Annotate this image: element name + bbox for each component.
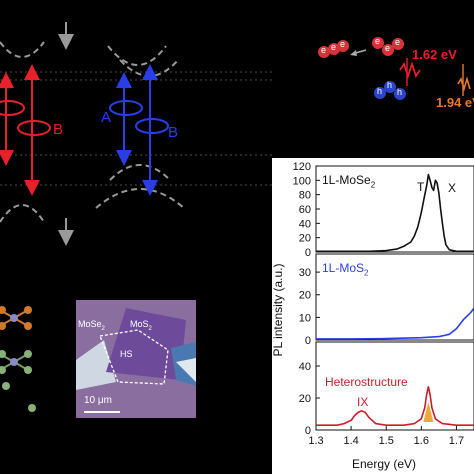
y-tick-label: 40 [299, 218, 311, 230]
micrograph-label-hs: HS [120, 349, 133, 359]
y-tick-label: 20 [299, 290, 311, 302]
mos2-atoms [0, 306, 32, 330]
middle-subplot-label: 1L-MoS2 [322, 261, 369, 278]
y-tick-label: 0 [305, 425, 311, 437]
y-tick-label: 100 [293, 175, 311, 187]
micrograph-image [76, 300, 196, 418]
energy-guide-lines [0, 71, 272, 186]
polarization-loop-red-b [17, 120, 51, 136]
emission-wave-orange-icon [457, 76, 471, 92]
electron-symbol-2: e [331, 42, 337, 52]
y-tick-label: 120 [293, 161, 311, 173]
band-diagram [0, 22, 272, 246]
electron-symbol-4: e [375, 36, 381, 46]
electron-symbol-1: e [321, 45, 327, 55]
y-tick-label: 10 [299, 312, 311, 324]
electron-symbol-3: e [340, 39, 346, 49]
bottom-subplot-label: Heterostructure [325, 375, 408, 389]
scale-bar-label: 10 μm [84, 395, 112, 406]
label-a-blue: A [101, 109, 112, 126]
exciton-schematic [318, 37, 471, 100]
y-tick-label: 0 [305, 335, 311, 347]
optical-micrograph: MoSe2 MoS2 HS 10 μm [76, 300, 196, 418]
crystal-structure [0, 306, 36, 412]
hole-symbol-3: h [397, 87, 403, 97]
mose2-atoms [0, 350, 36, 412]
pl-xlabel: Energy (eV) [352, 457, 417, 471]
electron-symbol-6: e [395, 37, 401, 47]
y-tick-label: 30 [299, 267, 311, 279]
micrograph-label-mos2: MoS2 [130, 319, 152, 332]
subplot-frame [315, 341, 474, 431]
polarization-loop-blue-a [109, 100, 143, 116]
electron-symbol-5: e [385, 43, 391, 53]
hole-symbol-2: h [387, 80, 393, 90]
pl-ylabel: PL intensity (a.u.) [271, 263, 285, 357]
label-b-blue: B [168, 124, 179, 141]
hole-symbol-1: h [377, 86, 383, 96]
x-tick-label: 1.6 [414, 435, 429, 447]
energy-label-orange: 1.94 eV [436, 95, 474, 110]
x-tick-label: 1.7 [449, 435, 464, 447]
energy-label-red: 1.62 eV [412, 47, 457, 62]
valence-band-left [0, 204, 45, 223]
electron-cluster-left [318, 40, 349, 58]
series-line-3 [316, 385, 474, 427]
hole-cluster [374, 81, 406, 100]
label-b-red: B [53, 121, 64, 138]
micrograph-label-mose2: MoSe2 [78, 319, 105, 332]
electron-cluster-right [372, 37, 404, 56]
series-line-1 [316, 173, 474, 253]
polarization-loop-red-a [0, 100, 25, 116]
peak-label-ix: IX [357, 395, 369, 409]
x-tick-label: 1.4 [343, 435, 358, 447]
x-tick-label: 1.3 [308, 435, 323, 447]
valence-band-right [95, 164, 185, 209]
y-tick-label: 60 [299, 204, 311, 216]
series-line-2 [316, 307, 474, 340]
peak-marker-icon [423, 402, 434, 422]
top-subplot-label: 1L-MoSe2 [322, 173, 376, 190]
y-tick-label: 40 [299, 361, 311, 373]
transfer-arrowhead-icon [350, 50, 357, 56]
y-tick-label: 0 [305, 247, 311, 259]
y-tick-label: 20 [299, 233, 311, 245]
peak-label-x: X [448, 181, 457, 195]
peak-label-t: T [417, 180, 425, 194]
emission-wave-red-icon [399, 61, 421, 79]
x-tick-label: 1.5 [379, 435, 394, 447]
subplot-frame [315, 253, 474, 341]
polarization-loop-blue-b [135, 118, 169, 134]
y-tick-label: 20 [299, 393, 311, 405]
y-tick-label: 80 [299, 190, 311, 202]
